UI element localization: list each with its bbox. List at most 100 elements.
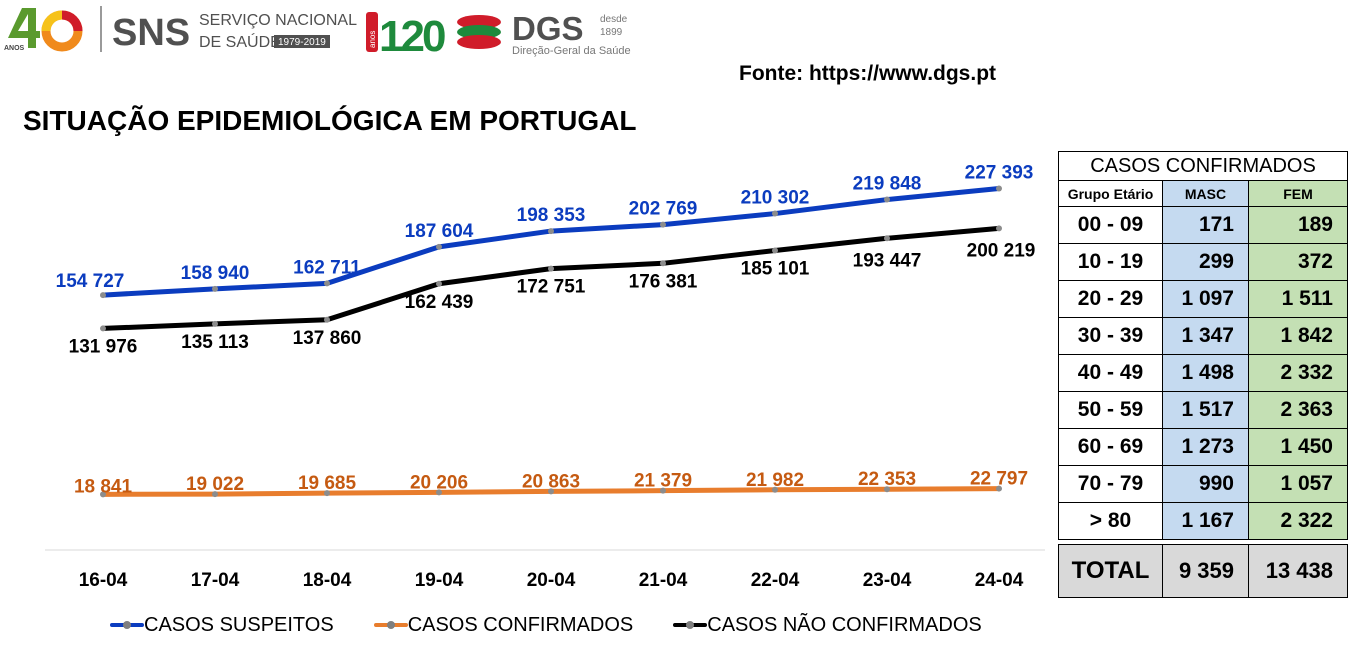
row-fem: 2 332 (1248, 354, 1348, 392)
x-tick-label: 21-04 (639, 570, 688, 591)
table-row: 10 - 19 299 372 (1058, 243, 1348, 281)
row-fem: 189 (1248, 206, 1348, 244)
data-point-nao-confirmados (548, 265, 554, 272)
data-label-nao-confirmados: 131 976 (69, 336, 138, 357)
data-point-suspeitos (660, 221, 666, 228)
legend-item-nao-confirmados: CASOS NÃO CONFIRMADOS (673, 613, 982, 637)
dgs-since-line2: 1899 (600, 27, 623, 38)
data-label-suspeitos: 154 727 (56, 271, 125, 292)
col-header-group: Grupo Etário (1058, 180, 1163, 207)
table-row: 40 - 49 1 498 2 332 (1058, 354, 1348, 392)
sns-years-label: ANOS (4, 45, 25, 52)
legend-line-nao-confirmados (673, 621, 708, 629)
row-fem: 1 450 (1248, 428, 1348, 466)
data-label-nao-confirmados: 200 219 (967, 240, 1036, 261)
x-tick-label: 18-04 (303, 570, 352, 591)
data-point-confirmados (100, 491, 106, 498)
data-point-confirmados (436, 489, 442, 496)
row-group: 20 - 29 (1058, 280, 1163, 318)
data-label-suspeitos: 227 393 (965, 162, 1034, 183)
data-label-confirmados: 21 982 (746, 470, 804, 491)
row-group: 40 - 49 (1058, 354, 1163, 392)
data-point-confirmados (884, 486, 890, 493)
table-row: 60 - 69 1 273 1 450 (1058, 428, 1348, 466)
sns-name-line1: SERVIÇO NACIONAL (199, 12, 357, 29)
data-point-suspeitos (324, 280, 330, 287)
data-point-nao-confirmados (436, 280, 442, 287)
data-point-confirmados (324, 490, 330, 497)
table-row: 70 - 79 990 1 057 (1058, 465, 1348, 503)
row-fem: 2 322 (1248, 502, 1348, 540)
x-tick-label: 24-04 (975, 570, 1024, 591)
row-group: 70 - 79 (1058, 465, 1163, 503)
row-masc: 299 (1162, 243, 1249, 281)
table-title: CASOS CONFIRMADOS (1058, 151, 1348, 181)
dgs-logo: DGS desde 1899 Direção-Geral da Saúde (457, 10, 631, 57)
row-fem: 1 057 (1248, 465, 1348, 503)
page-title: SITUAÇÃO EPIDEMIOLÓGICA EM PORTUGAL (23, 105, 637, 136)
data-label-confirmados: 21 379 (634, 471, 692, 492)
line-chart: 16-04 17-04 18-04 19-04 20-04 21-04 22-04 23-04… (45, 162, 1045, 591)
x-tick-label: 16-04 (79, 570, 128, 591)
dgs-120-logo: anos 120 (366, 12, 448, 61)
source-text: Fonte: https://www.dgs.pt (739, 62, 997, 85)
data-point-suspeitos (436, 243, 442, 250)
x-tick-label: 20-04 (527, 570, 576, 591)
data-point-confirmados (548, 488, 554, 495)
total-masc: 9 359 (1162, 544, 1249, 598)
legend-label-nao-confirmados: CASOS NÃO CONFIRMADOS (707, 613, 982, 636)
legend-item-confirmados: CASOS CONFIRMADOS (373, 613, 634, 637)
sns-years-number: 40 (0, 0, 2, 1)
data-point-suspeitos (996, 185, 1002, 192)
data-label-suspeitos: 198 353 (517, 205, 586, 226)
row-group: 30 - 39 (1058, 317, 1163, 355)
data-point-nao-confirmados (100, 325, 106, 332)
data-label-suspeitos: 210 302 (741, 188, 810, 209)
data-point-suspeitos (212, 285, 218, 292)
data-label-confirmados: 22 797 (970, 469, 1028, 490)
table-row: > 80 1 167 2 322 (1058, 502, 1348, 540)
dgs-years-label: anos (368, 31, 377, 48)
table-row: 50 - 59 1 517 2 363 (1058, 391, 1348, 429)
x-tick-label: 19-04 (415, 570, 464, 591)
data-label-confirmados: 20 206 (410, 472, 468, 493)
dgs-name: Direção-Geral da Saúde (512, 45, 631, 57)
data-label-nao-confirmados: 135 113 (181, 332, 249, 353)
table-row: 30 - 39 1 347 1 842 (1058, 317, 1348, 355)
data-point-confirmados (212, 491, 218, 498)
legend-label-suspeitos: CASOS SUSPEITOS (144, 613, 334, 636)
row-masc: 1 498 (1162, 354, 1249, 392)
row-masc: 990 (1162, 465, 1249, 503)
data-label-suspeitos: 202 769 (629, 199, 698, 220)
data-point-nao-confirmados (324, 316, 330, 323)
row-fem: 2 363 (1248, 391, 1348, 429)
col-header-fem: FEM (1248, 180, 1348, 207)
row-group: 00 - 09 (1058, 206, 1163, 244)
row-fem: 1 842 (1248, 317, 1348, 355)
sns-period: 1979-2019 (278, 37, 326, 48)
data-point-nao-confirmados (996, 225, 1002, 232)
row-group: > 80 (1058, 502, 1163, 540)
data-point-suspeitos (772, 210, 778, 217)
total-label: TOTAL (1058, 544, 1163, 598)
data-point-confirmados (772, 486, 778, 493)
data-label-nao-confirmados: 185 101 (741, 259, 810, 280)
data-point-suspeitos (548, 228, 554, 235)
chart-legend: CASOS SUSPEITOS CASOS CONFIRMADOS CASOS … (110, 612, 1022, 638)
data-point-nao-confirmados (212, 320, 218, 327)
legend-label-confirmados: CASOS CONFIRMADOS (407, 613, 634, 636)
col-header-masc: MASC (1162, 180, 1249, 207)
sns-40-logo: ANOS 40 (0, 0, 83, 52)
table-row: 00 - 09 171 189 (1058, 206, 1348, 244)
data-label-suspeitos: 187 604 (405, 221, 474, 242)
data-label-nao-confirmados: 172 751 (517, 277, 586, 298)
dgs-years-number: 120 (379, 12, 445, 61)
data-label-suspeitos: 158 940 (181, 263, 250, 284)
data-point-suspeitos (100, 292, 106, 299)
data-point-nao-confirmados (772, 247, 778, 254)
data-point-suspeitos (884, 196, 890, 203)
sns-logo: SNS SERVIÇO NACIONAL DE SAÚDE 1979-2019 (112, 12, 357, 54)
row-fem: 1 511 (1248, 280, 1348, 318)
data-label-confirmados: 19 022 (186, 474, 244, 495)
row-fem: 372 (1248, 243, 1348, 281)
